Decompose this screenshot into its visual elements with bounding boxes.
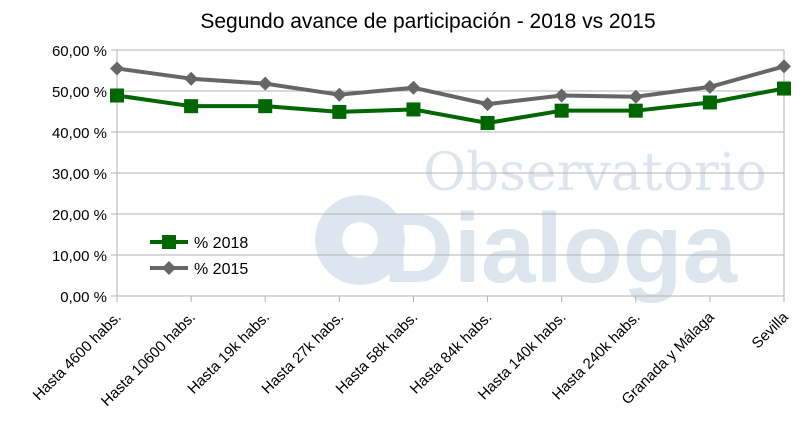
- legend-marker: [162, 261, 176, 275]
- legend: % 2018 % 2015: [150, 235, 248, 278]
- data-point: [258, 76, 273, 91]
- data-point: [406, 102, 421, 117]
- data-point: [554, 88, 569, 103]
- y-tick-label: 40,00 %: [52, 125, 107, 142]
- x-tick-label: Sevilla: [749, 308, 793, 352]
- legend-label: % 2018: [194, 235, 248, 252]
- chart-title: Segundo avance de participación - 2018 v…: [200, 10, 655, 33]
- y-tick-label: 10,00 %: [52, 248, 107, 265]
- series-line: [116, 64, 785, 107]
- legend-label: % 2015: [194, 261, 248, 278]
- y-tick-label: 50,00 %: [52, 84, 107, 101]
- data-point: [406, 80, 421, 95]
- data-point: [628, 89, 643, 104]
- svg-text:Dialoga: Dialoga: [383, 193, 738, 303]
- y-tick-label: 60,00 %: [52, 43, 107, 60]
- data-point: [184, 99, 199, 114]
- series-line: [116, 86, 785, 125]
- data-point: [554, 103, 569, 118]
- y-tick-label: 30,00 %: [52, 166, 107, 183]
- data-point: [702, 95, 717, 110]
- data-point: [777, 81, 791, 96]
- data-point: [480, 115, 495, 130]
- y-tick-label: 20,00 %: [52, 207, 107, 224]
- data-point: [628, 103, 643, 118]
- data-point: [332, 87, 347, 102]
- data-point: [184, 71, 199, 86]
- data-point: [777, 59, 791, 74]
- data-point: [110, 88, 124, 103]
- data-point: [480, 97, 495, 112]
- data-point: [332, 104, 347, 119]
- legend-marker: [162, 235, 176, 249]
- y-tick-label: 0,00 %: [60, 289, 107, 306]
- data-point: [110, 61, 124, 76]
- watermark-logo: Observatorio Dialoga: [315, 143, 767, 303]
- data-point: [258, 99, 273, 114]
- data-point: [702, 79, 717, 94]
